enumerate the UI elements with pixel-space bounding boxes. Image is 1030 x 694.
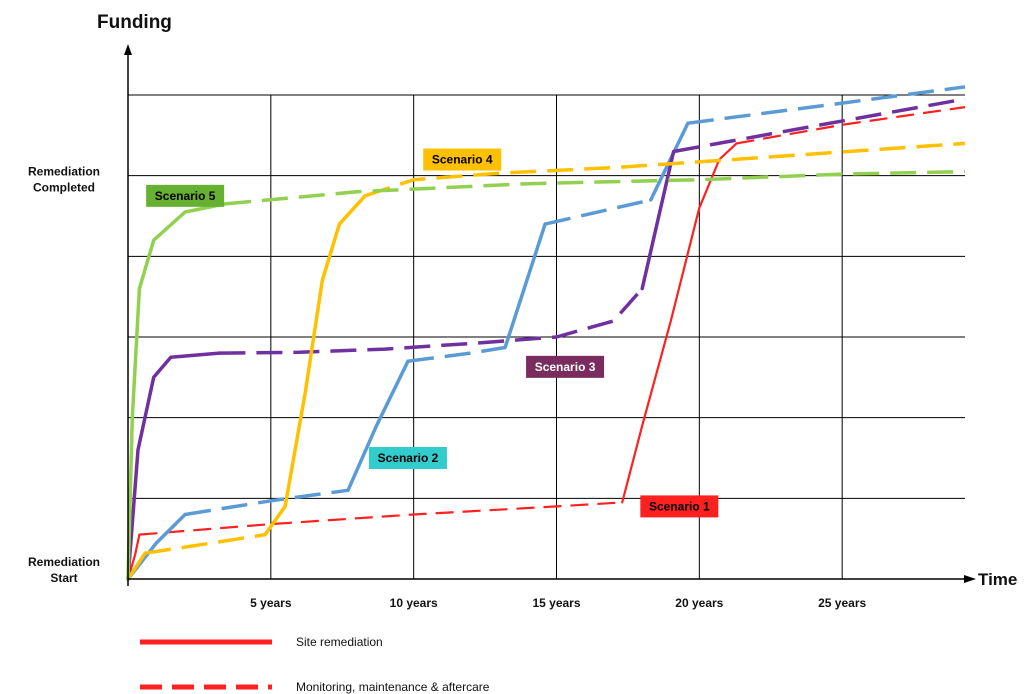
series-3-solid-line <box>126 351 222 581</box>
y-tick-label: Start <box>50 571 77 585</box>
series-2-solid-line <box>649 121 690 202</box>
series-2-solid-line <box>346 359 410 493</box>
series-4-solid-line <box>126 551 147 581</box>
series-2-dashed-line <box>407 345 506 363</box>
y-tick-label: Remediation <box>28 165 100 179</box>
series-lines <box>126 85 966 581</box>
series-2-solid-line <box>503 222 547 350</box>
scenario-3-label: Scenario 3 <box>535 360 596 374</box>
series-5-dashed-line <box>224 169 966 206</box>
series-1-dashed-line <box>736 106 966 145</box>
legend: Site remediation Monitoring, maintenance … <box>140 635 490 694</box>
y-axis-arrow-icon <box>124 44 132 55</box>
series-3-dashed-line <box>673 97 966 154</box>
series-5-solid-line <box>126 202 227 581</box>
scenario-4-label: Scenario 4 <box>432 153 493 167</box>
scenario-1-label-box <box>640 495 719 518</box>
legend-item-label: Site remediation <box>296 635 383 649</box>
y-axis-title: Funding <box>97 12 172 33</box>
x-axis-arrow-icon <box>964 575 976 583</box>
series-1-solid-line <box>621 142 738 504</box>
series-labels: Scenario 1 Scenario 2 Scenario 3 Scenario 4… <box>146 148 719 518</box>
scenario-5-label-box <box>146 184 225 207</box>
y-tick-labels: Remediation Start Remediation Completed <box>28 165 100 585</box>
series-2-dashed-line <box>687 85 966 125</box>
series-4-solid-line <box>263 194 367 537</box>
series-1-dashed-line <box>139 501 623 536</box>
y-tick-label: Remediation <box>28 555 100 569</box>
series-4-dashed-line <box>144 532 266 555</box>
scenario-3-label-box <box>526 355 605 378</box>
x-tick-label: 15 years <box>532 596 580 610</box>
scenario-4-label-box <box>423 148 502 171</box>
x-tick-label: 20 years <box>675 596 723 610</box>
scenario-2-label-box <box>368 447 447 469</box>
scenario-2-label: Scenario 2 <box>378 451 439 465</box>
y-tick-label: Completed <box>33 181 95 195</box>
scenario-1-label: Scenario 1 <box>649 499 710 513</box>
axes: Funding Time <box>97 12 1017 589</box>
series-4-dashed-line <box>364 141 966 198</box>
series-2-dashed-line <box>544 198 652 226</box>
series-2-dashed-line <box>184 488 349 517</box>
x-tick-label: 5 years <box>250 596 292 610</box>
scenario-5-label: Scenario 5 <box>155 189 216 203</box>
x-tick-label: 25 years <box>818 596 866 610</box>
x-axis-title: Time <box>978 570 1017 589</box>
x-tick-label: 10 years <box>390 596 438 610</box>
series-3-dashed-line <box>219 287 644 355</box>
x-tick-labels: 5 years 10 years 15 years 20 years 25 years <box>250 596 866 610</box>
legend-item-label: Monitoring, maintenance & aftercare <box>296 680 490 694</box>
series-3-solid-line <box>640 149 676 291</box>
